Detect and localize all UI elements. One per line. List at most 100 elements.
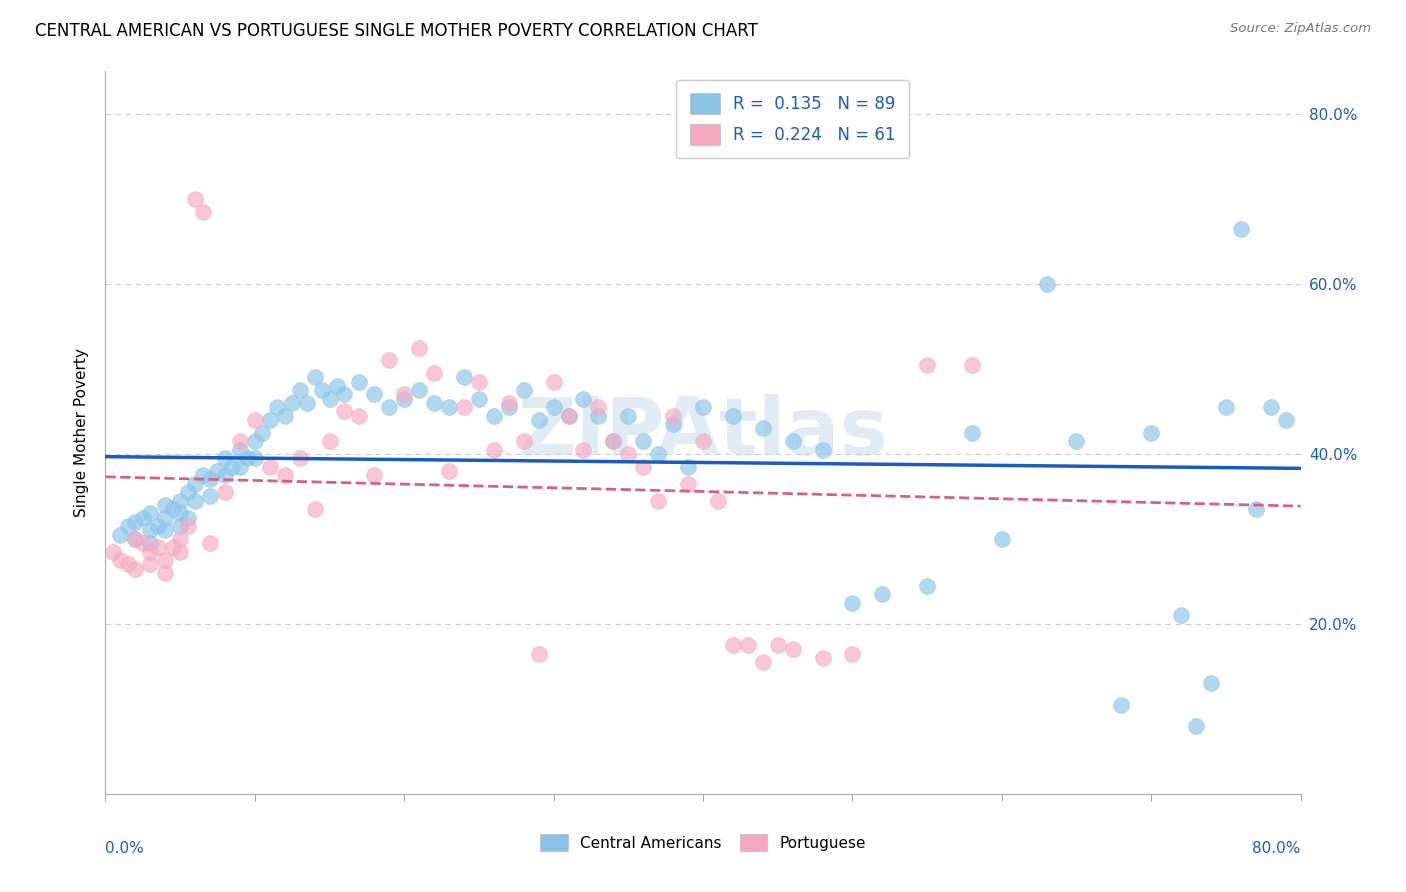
Point	[259, 459, 281, 474]
Point	[394, 387, 416, 401]
Legend: Central Americans, Portuguese: Central Americans, Portuguese	[540, 834, 866, 851]
Point	[318, 392, 340, 406]
Point	[139, 536, 162, 550]
Point	[378, 400, 401, 414]
Point	[243, 451, 266, 466]
Point	[221, 459, 243, 474]
Point	[437, 464, 460, 478]
Point	[304, 370, 326, 384]
Point	[588, 409, 610, 423]
Point	[288, 451, 311, 466]
Point	[811, 651, 834, 665]
Point	[124, 515, 146, 529]
Point	[498, 396, 520, 410]
Text: 80.0%: 80.0%	[1253, 841, 1301, 855]
Point	[1185, 719, 1208, 733]
Point	[146, 541, 169, 555]
Point	[408, 341, 430, 355]
Point	[841, 596, 863, 610]
Point	[349, 375, 371, 389]
Point	[117, 558, 139, 572]
Point	[176, 485, 198, 500]
Point	[243, 434, 266, 449]
Point	[214, 451, 236, 466]
Point	[662, 409, 685, 423]
Point	[557, 409, 579, 423]
Point	[557, 409, 579, 423]
Point	[513, 383, 536, 397]
Point	[1215, 400, 1237, 414]
Point	[117, 519, 139, 533]
Point	[363, 468, 385, 483]
Point	[155, 566, 177, 580]
Point	[259, 413, 281, 427]
Point	[184, 192, 207, 206]
Point	[236, 451, 259, 466]
Point	[155, 510, 177, 524]
Point	[676, 476, 699, 491]
Point	[737, 638, 759, 652]
Point	[647, 493, 669, 508]
Text: 0.0%: 0.0%	[105, 841, 145, 855]
Point	[169, 493, 191, 508]
Point	[498, 400, 520, 414]
Point	[811, 442, 834, 457]
Point	[214, 468, 236, 483]
Point	[266, 400, 288, 414]
Point	[468, 375, 491, 389]
Point	[349, 409, 371, 423]
Point	[453, 370, 475, 384]
Point	[588, 400, 610, 414]
Point	[543, 400, 565, 414]
Point	[304, 502, 326, 516]
Point	[617, 447, 640, 461]
Point	[1170, 608, 1192, 623]
Point	[437, 400, 460, 414]
Point	[198, 536, 221, 550]
Point	[513, 434, 536, 449]
Point	[110, 553, 132, 567]
Point	[707, 493, 730, 508]
Point	[1260, 400, 1282, 414]
Point	[468, 392, 491, 406]
Point	[782, 434, 804, 449]
Point	[482, 409, 505, 423]
Point	[132, 536, 155, 550]
Point	[721, 638, 744, 652]
Point	[766, 638, 789, 652]
Point	[960, 425, 983, 440]
Point	[311, 383, 333, 397]
Point	[572, 442, 595, 457]
Point	[872, 587, 894, 601]
Point	[1140, 425, 1163, 440]
Point	[110, 527, 132, 541]
Point	[139, 524, 162, 538]
Point	[647, 447, 669, 461]
Point	[155, 498, 177, 512]
Point	[139, 544, 162, 558]
Text: CENTRAL AMERICAN VS PORTUGUESE SINGLE MOTHER POVERTY CORRELATION CHART: CENTRAL AMERICAN VS PORTUGUESE SINGLE MO…	[35, 22, 758, 40]
Point	[198, 472, 221, 486]
Point	[482, 442, 505, 457]
Point	[602, 434, 624, 449]
Point	[782, 642, 804, 657]
Point	[633, 434, 655, 449]
Point	[169, 544, 191, 558]
Point	[1229, 221, 1253, 235]
Point	[162, 541, 184, 555]
Point	[139, 558, 162, 572]
Point	[692, 400, 714, 414]
Point	[990, 532, 1012, 546]
Point	[184, 476, 207, 491]
Point	[124, 532, 146, 546]
Point	[124, 532, 146, 546]
Point	[243, 413, 266, 427]
Text: Source: ZipAtlas.com: Source: ZipAtlas.com	[1230, 22, 1371, 36]
Point	[155, 553, 177, 567]
Point	[101, 544, 124, 558]
Point	[960, 358, 983, 372]
Point	[751, 655, 773, 669]
Point	[176, 510, 198, 524]
Point	[326, 379, 349, 393]
Point	[281, 396, 304, 410]
